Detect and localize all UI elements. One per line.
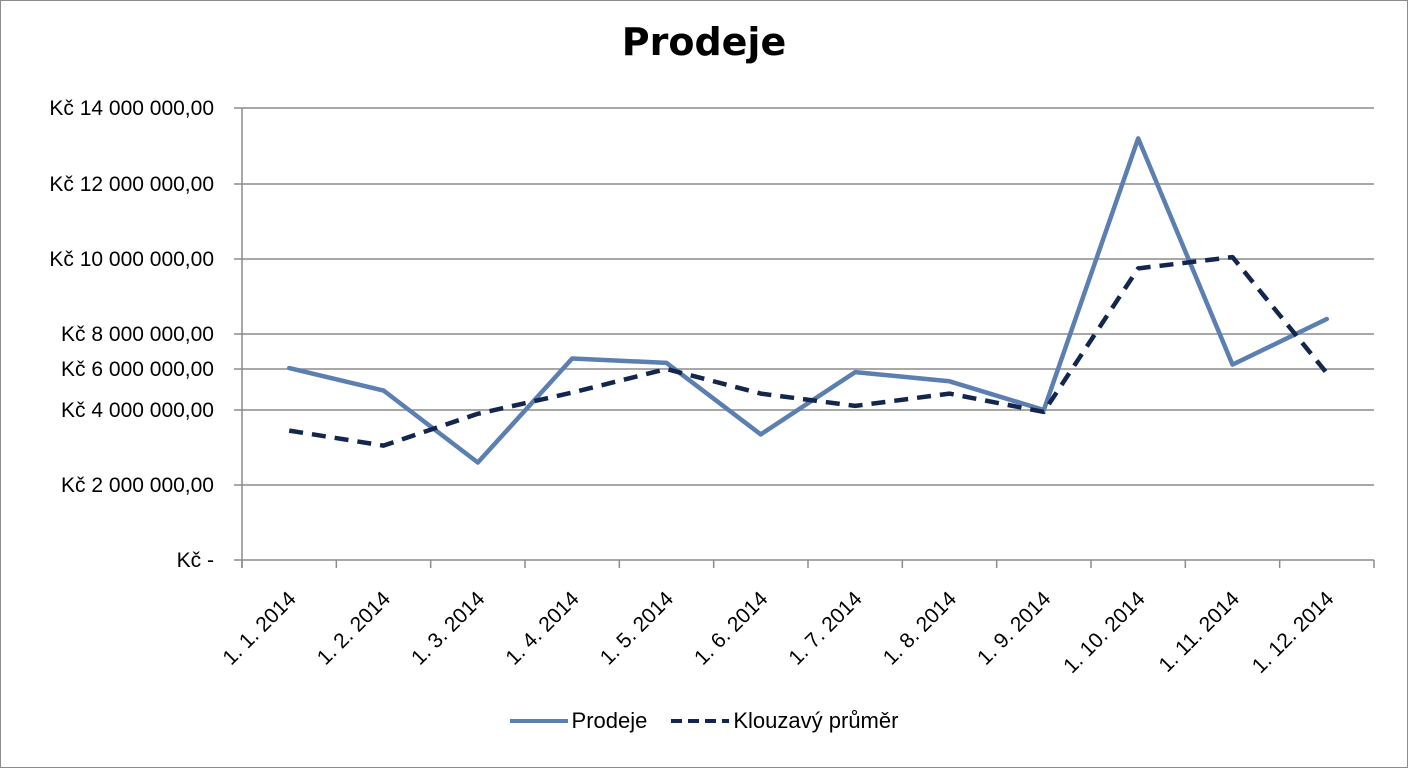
y-tick-label: Kč 8 000 000,00 bbox=[61, 323, 214, 346]
legend-label-klouzavy-prumer: Klouzavý průměr bbox=[733, 708, 899, 733]
x-tick-label: 1. 8. 2014 bbox=[879, 587, 962, 670]
series-line-klouzavy-prumer bbox=[288, 254, 1329, 448]
x-tick-label: 1. 7. 2014 bbox=[784, 587, 867, 670]
x-tick-label: 1. 10. 2014 bbox=[1059, 587, 1150, 678]
x-tick-label: 1. 6. 2014 bbox=[690, 587, 773, 670]
x-tick-label: 1. 12. 2014 bbox=[1248, 587, 1339, 678]
y-tick-label: Kč 10 000 000,00 bbox=[49, 248, 214, 271]
x-tick-label: 1. 4. 2014 bbox=[501, 587, 584, 670]
x-tick-label: 1. 2. 2014 bbox=[313, 587, 396, 670]
legend-item-klouzavy-prumer: Klouzavý průměr bbox=[671, 708, 898, 734]
x-tick-label: 1. 11. 2014 bbox=[1155, 587, 1245, 677]
y-tick-label: Kč 12 000 000,00 bbox=[49, 173, 214, 196]
legend-swatch-solid-line bbox=[509, 719, 568, 723]
legend-item-prodeje: Prodeje bbox=[509, 708, 648, 734]
y-tick-label: Kč 14 000 000,00 bbox=[49, 97, 214, 120]
y-tick-label: Kč - bbox=[177, 549, 214, 572]
x-tick-label: 1. 3. 2014 bbox=[407, 587, 490, 670]
legend-swatch-dashed-line bbox=[671, 719, 730, 723]
chart-title: Prodeje bbox=[621, 20, 787, 64]
x-tick-label: 1. 9. 2014 bbox=[973, 587, 1056, 670]
y-tick-label: Kč 2 000 000,00 bbox=[61, 474, 214, 497]
y-tick-label: Kč 6 000 000,00 bbox=[61, 358, 214, 381]
legend: Prodeje Klouzavý průměr bbox=[0, 708, 1408, 734]
x-tick-label: 1. 5. 2014 bbox=[596, 587, 679, 670]
y-tick-label: Kč 4 000 000,00 bbox=[61, 399, 214, 422]
series-line-prodeje bbox=[286, 136, 1330, 465]
legend-label-prodeje: Prodeje bbox=[571, 708, 648, 733]
x-tick-label: 1. 1. 2014 bbox=[218, 587, 301, 670]
